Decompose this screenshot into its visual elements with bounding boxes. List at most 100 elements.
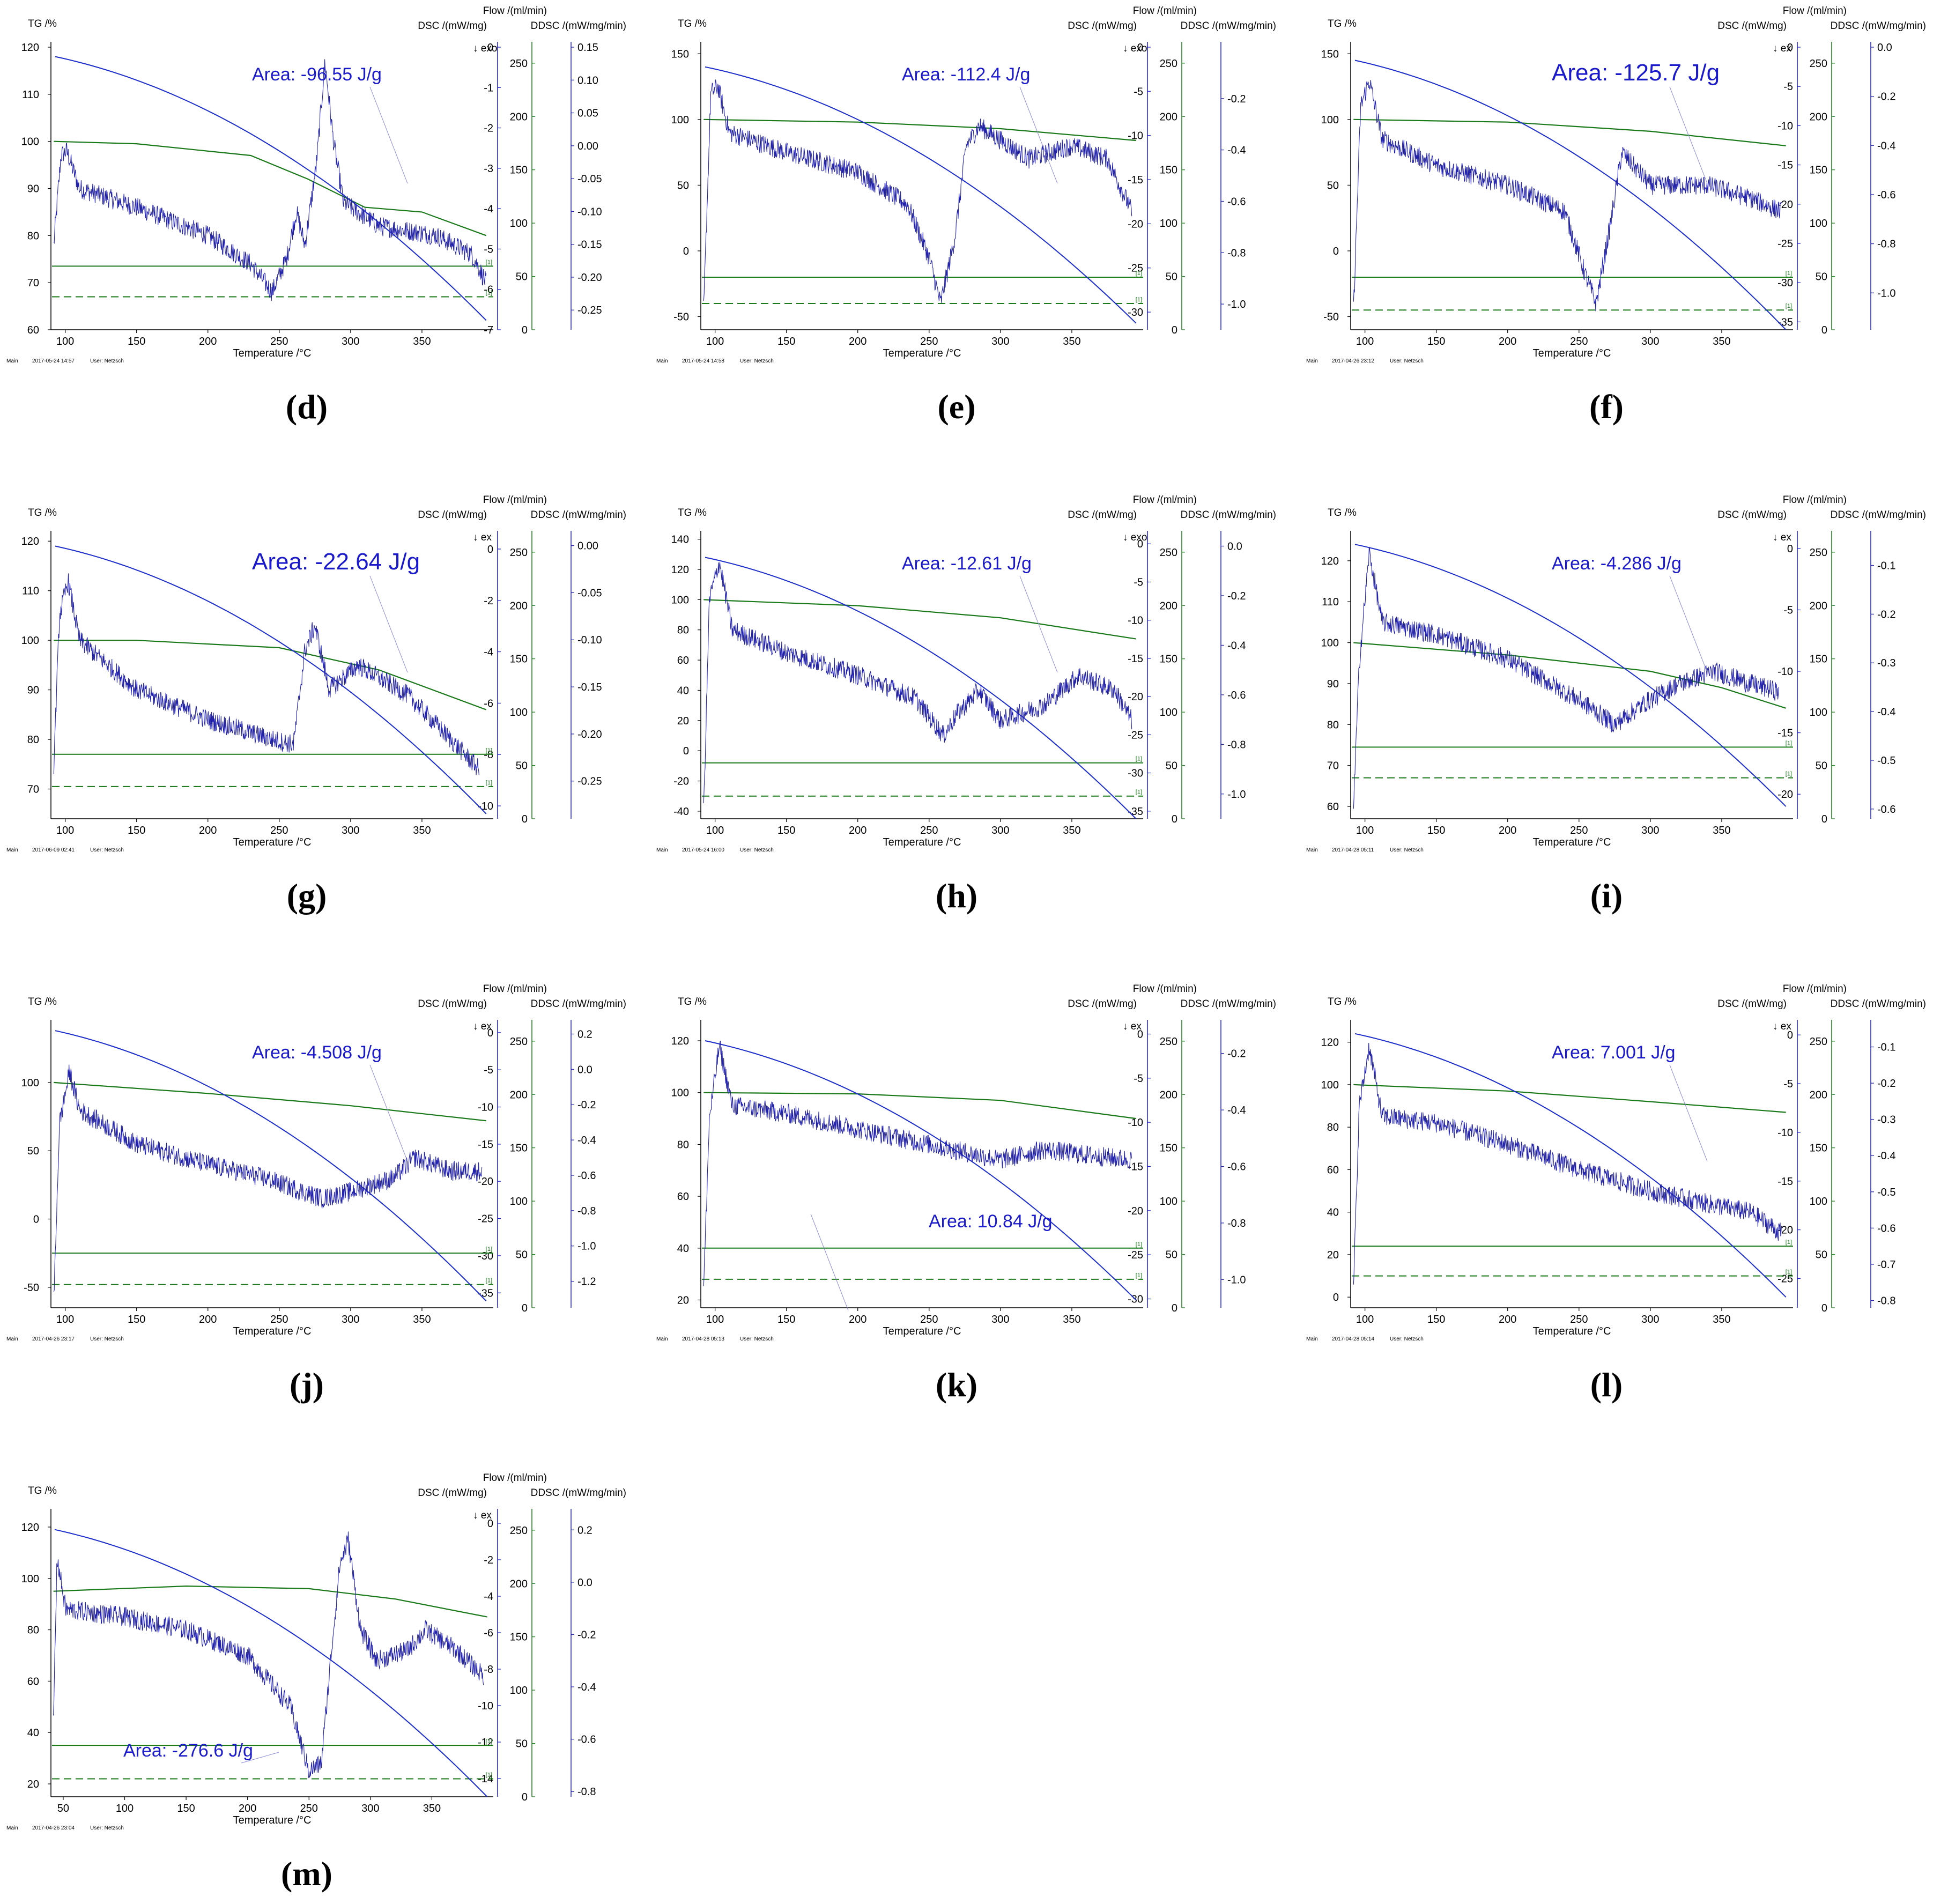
ddsc-tick-label: -0.3 [1877, 657, 1895, 669]
area-annotation: Area: -125.7 J/g [1552, 60, 1720, 86]
ddsc-tick-label: 0.2 [577, 1524, 592, 1536]
area-leader-line [241, 1752, 279, 1764]
tg-curve [1354, 1033, 1787, 1298]
x-tick-label: 300 [342, 825, 359, 836]
x-tick-label: 350 [413, 825, 431, 836]
ddsc-tick-label: -0.4 [577, 1681, 596, 1693]
flow-tick-label: 100 [1160, 1196, 1177, 1207]
ddsc-tick-label: -0.6 [1227, 196, 1246, 208]
x-tick-label: 350 [423, 1803, 441, 1814]
footer-main: Main [6, 1336, 18, 1342]
flow-tick-label: 50 [1816, 271, 1827, 283]
footer-user: User: Netzsch [740, 358, 774, 364]
dsc-tick-label: 0 [487, 1518, 493, 1530]
area-leader-line [1669, 575, 1708, 673]
curve-marker: [1] [1136, 270, 1142, 277]
flow-tick-label: 250 [1160, 547, 1177, 559]
ddsc-tick-label: -0.2 [1877, 609, 1895, 620]
dsc-tick-label: 0 [487, 42, 493, 54]
exo-indicator: ↓ ex [1773, 532, 1791, 543]
flow-tick-label: 200 [1810, 600, 1827, 612]
x-tick-label: 150 [128, 336, 145, 347]
dsc-axis-title: DSC /(mW/mg) [1717, 20, 1787, 32]
dsc-tick-label: -10 [1777, 120, 1793, 132]
flow-tick-label: 250 [1810, 547, 1827, 559]
tg-tick-label: 20 [677, 715, 689, 727]
ddsc-tick-label: -0.4 [1877, 706, 1895, 718]
tg-axis-title: TG /% [1328, 507, 1357, 518]
flow-tick-label: 150 [510, 1632, 528, 1643]
dsc-tick-label: -2 [484, 1554, 493, 1566]
dsc-tick-label: -2 [484, 595, 493, 607]
footer-main: Main [1306, 358, 1318, 364]
dsc-tick-label: -2 [484, 123, 493, 135]
dsc-tick-label: -30 [1128, 307, 1143, 318]
ddsc-tick-label: -0.4 [1227, 1105, 1246, 1116]
dsc-tick-label: 0 [1787, 42, 1793, 54]
ddsc-tick-label: 0.00 [577, 540, 598, 552]
tg-tick-label: 100 [21, 1077, 39, 1089]
flow-tick-label: 50 [516, 1249, 528, 1261]
curve-marker: [1] [1786, 270, 1792, 277]
tg-axis-title: TG /% [1328, 18, 1357, 29]
dsc-tick-label: -8 [484, 1664, 493, 1676]
exo-indicator: ↓ ex [1773, 43, 1791, 54]
curve-marker: [1] [1786, 1239, 1792, 1246]
exo-indicator: ↓ ex [473, 532, 492, 543]
ddsc-tick-label: -0.25 [577, 776, 602, 788]
ddsc-tick-label: -0.2 [1227, 1048, 1246, 1060]
ddsc-curve-noisy [703, 562, 1132, 803]
dsc-tick-label: -5 [1134, 1073, 1143, 1085]
exo-indicator: ↓ ex [473, 1510, 492, 1521]
tg-curve [54, 1529, 488, 1797]
tg-tick-label: 50 [1327, 180, 1339, 191]
ddsc-tick-label: -0.8 [1227, 1218, 1246, 1229]
flow-tick-label: 250 [1160, 1036, 1177, 1048]
dsc-tick-label: -10 [478, 1102, 493, 1114]
ddsc-axis-title: DDSC /(mW/mg/min) [531, 509, 626, 521]
tg-tick-label: -50 [24, 1282, 39, 1294]
ddsc-tick-label: -0.3 [1877, 1114, 1895, 1126]
x-axis-title: Temperature /°C [883, 1325, 961, 1337]
flow-tick-label: 200 [510, 111, 528, 123]
dsc-tick-label: -6 [484, 284, 493, 296]
x-tick-label: 350 [1063, 1314, 1080, 1325]
x-tick-label: 100 [1356, 336, 1374, 347]
curve-marker: [1] [486, 259, 492, 265]
dsc-tick-label: -15 [1777, 160, 1793, 172]
ddsc-tick-label: 0.10 [577, 75, 598, 86]
exo-indicator: ↓ exo [1123, 43, 1147, 54]
tg-tick-label: 100 [21, 1573, 39, 1585]
dsc-tick-label: -10 [478, 1700, 493, 1712]
dsc-curve-green [703, 599, 1136, 640]
tg-tick-label: 140 [671, 534, 689, 546]
ddsc-tick-label: 0.0 [577, 1577, 592, 1589]
dsc-tick-label: -25 [1128, 1249, 1143, 1261]
footer-timestamp: 2017-04-28 05:13 [682, 1336, 724, 1342]
x-tick-label: 150 [128, 825, 145, 836]
footer-user: User: Netzsch [1390, 847, 1424, 853]
flow-tick-label: 50 [1166, 760, 1177, 772]
x-tick-label: 200 [239, 1803, 256, 1814]
curve-marker: [1] [1786, 303, 1792, 309]
ddsc-tick-label: -0.2 [577, 1629, 596, 1641]
dsc-curve-green [54, 1081, 486, 1122]
flow-axis-title: Flow /(ml/min) [1783, 5, 1847, 17]
dsc-tick-label: -10 [478, 801, 493, 812]
flow-tick-label: 200 [1160, 1089, 1177, 1101]
flow-tick-label: 150 [1160, 654, 1177, 665]
ddsc-axis-title: DDSC /(mW/mg/min) [531, 20, 626, 32]
panel-label: (l) [1590, 1366, 1623, 1404]
flow-tick-label: 50 [1166, 1249, 1177, 1261]
dsc-tick-label: 0 [487, 1027, 493, 1039]
dsc-tick-label: -5 [1783, 1078, 1793, 1090]
ddsc-tick-label: -0.2 [1227, 590, 1246, 602]
dsc-tick-label: -14 [478, 1773, 493, 1785]
dsc-tick-label: -15 [1777, 1176, 1793, 1188]
dsc-tick-label: -10 [1128, 130, 1143, 142]
ddsc-tick-label: -0.1 [1877, 560, 1895, 572]
dsc-tick-label: -15 [1128, 1161, 1143, 1173]
flow-tick-label: 200 [510, 1089, 528, 1101]
dsc-tick-label: -4 [484, 203, 493, 215]
ddsc-tick-label: 0.00 [577, 140, 598, 152]
